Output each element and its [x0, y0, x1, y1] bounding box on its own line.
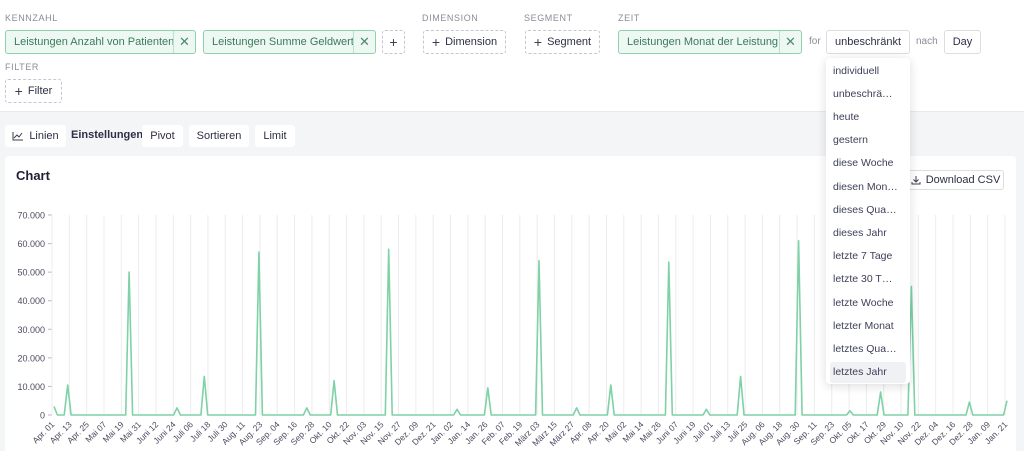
date-range-select[interactable]: unbeschränkt	[826, 30, 910, 54]
pivot-button[interactable]: Pivot	[142, 125, 183, 147]
limit-label: Limit	[263, 130, 287, 142]
time-dimension-pill[interactable]: Leistungen Monat der Leistung ✕	[618, 30, 802, 54]
date-range-option[interactable]: dieses Qua…	[833, 203, 897, 216]
add-filter-button[interactable]: + Filter	[5, 79, 62, 103]
date-range-option[interactable]: diesen Mon…	[833, 180, 898, 193]
y-tick-label: 60.000	[17, 239, 45, 249]
measure-pill-geldwert[interactable]: Leistungen Summe Geldwert ✕	[203, 30, 376, 54]
download-csv-button[interactable]: Download CSV	[907, 170, 1004, 190]
pivot-label: Pivot	[150, 130, 175, 142]
line-chart-icon	[12, 132, 24, 141]
date-range-option[interactable]: dieses Jahr	[833, 226, 887, 239]
y-tick-label: 10.000	[17, 382, 45, 392]
y-tick-label: 50.000	[17, 268, 45, 278]
date-range-option[interactable]: letzte 7 Tage	[833, 250, 893, 263]
measure-pill-label: Leistungen Anzahl von Patienten	[14, 36, 175, 48]
granularity-select[interactable]: Day	[944, 30, 981, 54]
date-range-option[interactable]: letztes Jahr	[830, 361, 906, 383]
y-tick-label: 40.000	[17, 296, 45, 306]
add-segment-button[interactable]: + Segment	[525, 30, 600, 54]
download-csv-label: Download CSV	[925, 174, 1001, 186]
measure-pill-label: Leistungen Summe Geldwert	[212, 36, 354, 48]
y-tick-label: 30.000	[17, 325, 45, 335]
remove-time-icon[interactable]: ✕	[779, 31, 801, 53]
segment-label: SEGMENT	[524, 13, 573, 23]
date-range-option[interactable]: diese Woche	[833, 157, 894, 170]
date-range-option[interactable]: heute	[833, 110, 860, 123]
date-range-value: unbeschränkt	[834, 36, 902, 48]
date-range-option[interactable]: letzte Woche	[833, 296, 894, 309]
date-range-option[interactable]: unbeschrä…	[833, 87, 893, 100]
nach-label: nach	[916, 36, 938, 47]
date-range-option[interactable]: gestern	[833, 134, 869, 147]
series-line	[53, 239, 1008, 416]
remove-measure-icon[interactable]: ✕	[353, 31, 375, 53]
chart-card-title: Chart	[16, 168, 50, 183]
y-tick-label: 70.000	[17, 211, 45, 221]
settings-label: Einstellungen:	[71, 129, 147, 141]
plus-icon: +	[533, 34, 543, 50]
y-tick-label: 0	[40, 411, 45, 421]
chart-card: Chart Download CSV 0 10.000 20.000 30.000 40…	[5, 156, 1016, 451]
download-icon	[911, 176, 921, 185]
date-range-option[interactable]: letztes Qua…	[833, 342, 897, 355]
add-measure-button[interactable]: +	[382, 30, 405, 54]
add-segment-label: Segment	[547, 36, 592, 48]
measure-pill-patients[interactable]: Leistungen Anzahl von Patienten ✕	[5, 30, 196, 54]
query-builder-panel: KENNZAHL DIMENSION SEGMENT ZEIT Leistung…	[0, 0, 1024, 112]
chart-type-label: Linien	[29, 130, 59, 142]
sort-label: Sortieren	[196, 130, 242, 142]
add-filter-label: Filter	[27, 85, 53, 97]
granularity-value: Day	[952, 36, 973, 48]
filter-label: FILTER	[5, 62, 39, 72]
add-dimension-label: Dimension	[445, 36, 498, 48]
date-range-option[interactable]: letzter Monat	[833, 319, 894, 332]
plus-icon: +	[389, 34, 398, 50]
remove-measure-icon[interactable]: ✕	[173, 31, 195, 53]
date-range-option[interactable]: letzte 30 T…	[833, 273, 893, 286]
plus-icon: +	[14, 83, 23, 99]
sort-button[interactable]: Sortieren	[189, 125, 249, 147]
for-label: for	[809, 36, 821, 47]
chart-type-button[interactable]: Linien	[5, 125, 66, 147]
date-range-dropdown: individuell unbeschrä… heute gestern diese W…	[826, 58, 910, 384]
add-dimension-button[interactable]: + Dimension	[423, 30, 506, 54]
time-dimension-label: Leistungen Monat der Leistung	[627, 36, 779, 48]
dimension-label: DIMENSION	[422, 13, 479, 23]
date-range-option[interactable]: individuell	[833, 64, 880, 77]
plus-icon: +	[431, 34, 441, 50]
zeit-label: ZEIT	[618, 13, 640, 23]
y-tick-label: 20.000	[17, 353, 45, 363]
limit-button[interactable]: Limit	[255, 125, 295, 147]
kennzahl-label: KENNZAHL	[5, 13, 58, 23]
line-chart: 0 10.000 20.000 30.000 40.000 50.000 60.000 70.…	[17, 211, 1009, 449]
